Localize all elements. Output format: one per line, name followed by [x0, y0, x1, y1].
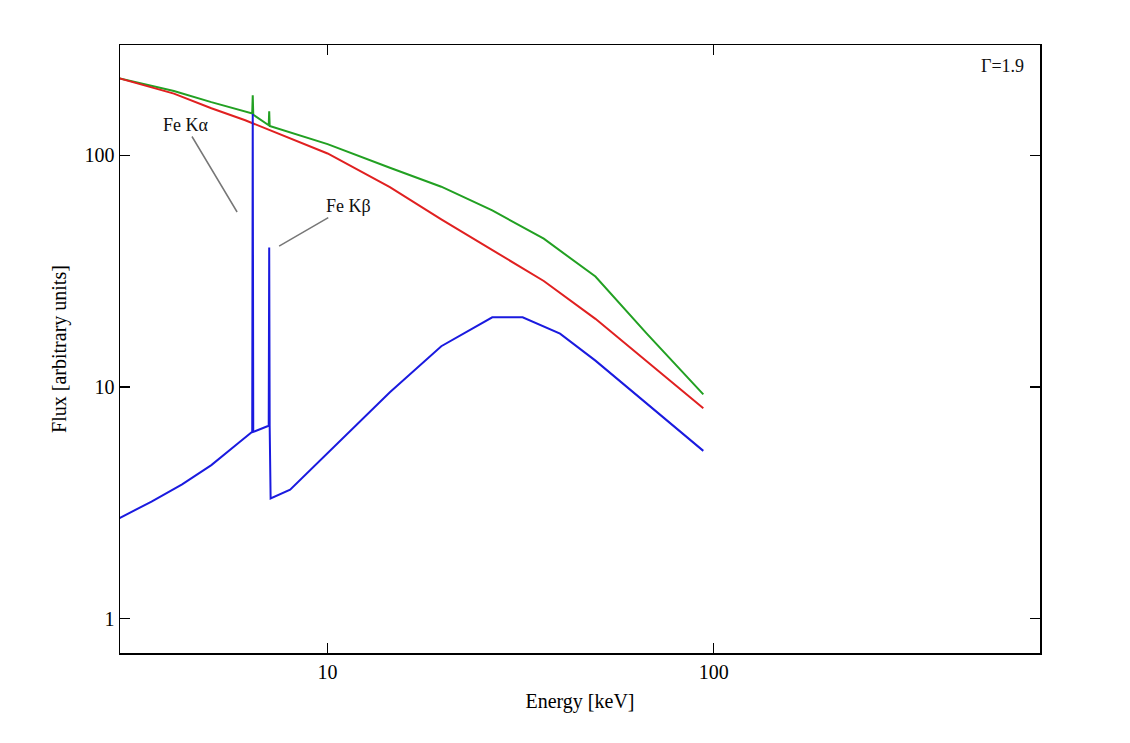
- svg-text:Fe Kα: Fe Kα: [163, 115, 208, 135]
- svg-text:100: 100: [699, 661, 729, 683]
- svg-text:Fe Kβ: Fe Kβ: [326, 196, 371, 216]
- svg-text:100: 100: [85, 144, 115, 166]
- svg-text:10: 10: [318, 661, 338, 683]
- svg-text:Flux [arbitrary units]: Flux [arbitrary units]: [48, 265, 71, 433]
- svg-text:Γ=1.9: Γ=1.9: [981, 56, 1024, 76]
- svg-text:1: 1: [105, 608, 115, 630]
- svg-text:Energy [keV]: Energy [keV]: [525, 690, 634, 713]
- svg-text:10: 10: [95, 376, 115, 398]
